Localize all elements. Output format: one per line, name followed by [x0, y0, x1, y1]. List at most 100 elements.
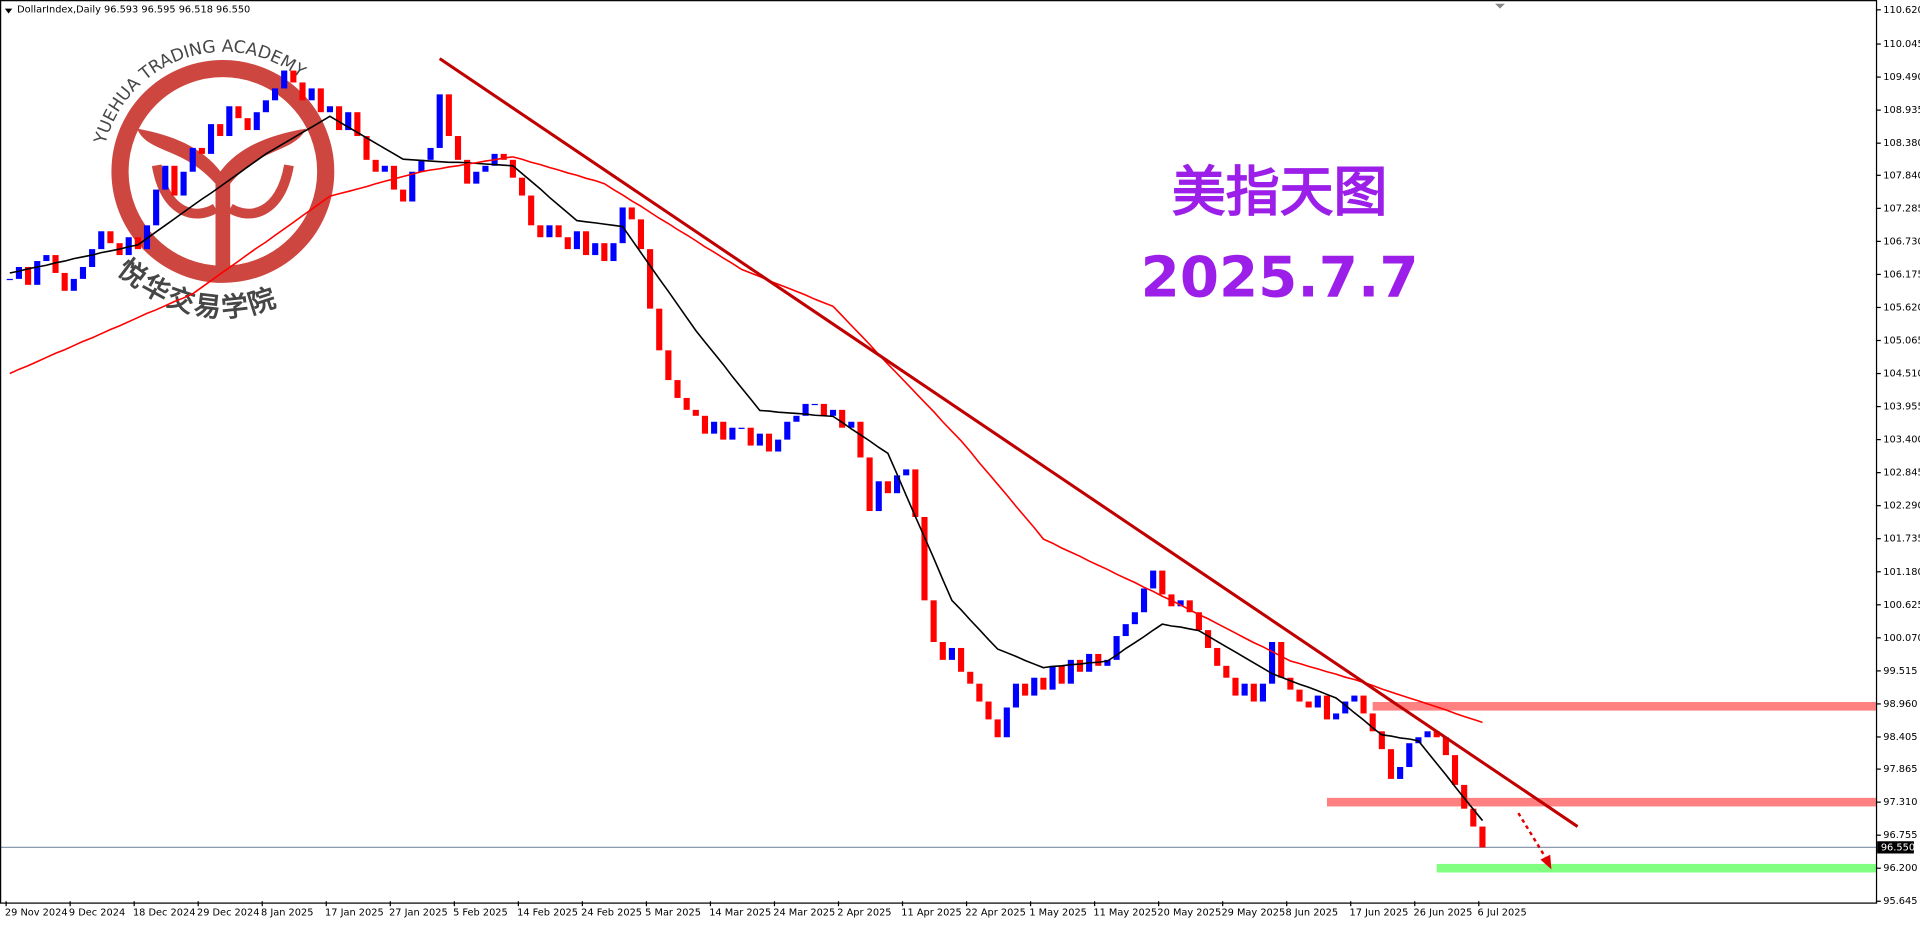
x-tick-label: 18 Dec 2024 — [133, 907, 196, 918]
candle — [345, 112, 352, 131]
candle — [1131, 612, 1138, 625]
candle — [409, 171, 416, 202]
x-tick-label: 24 Mar 2025 — [773, 907, 835, 918]
candle — [262, 100, 269, 113]
candle — [207, 124, 215, 154]
y-tick-label: 102.845 — [1883, 468, 1920, 479]
y-tick-label: 110.620 — [1883, 5, 1920, 16]
candle — [1387, 749, 1395, 779]
x-tick-label: 14 Mar 2025 — [709, 907, 771, 918]
candle — [601, 243, 608, 262]
x-tick-label: 6 Jul 2025 — [1478, 907, 1527, 918]
x-tick-label: 8 Jan 2025 — [261, 907, 313, 918]
candle — [656, 308, 663, 351]
candle — [98, 231, 105, 250]
y-tick-label: 108.380 — [1883, 138, 1920, 149]
candle — [1369, 713, 1376, 732]
quote-low: 96.518 — [179, 4, 213, 15]
candle — [802, 403, 809, 416]
candle — [354, 112, 361, 137]
candle — [1177, 600, 1184, 607]
y-tick-label: 110.045 — [1883, 39, 1920, 50]
candle — [893, 475, 901, 494]
candle — [1269, 642, 1276, 684]
candle — [1470, 808, 1477, 827]
candle — [25, 266, 32, 285]
candle — [198, 147, 205, 154]
candle — [400, 189, 407, 202]
candle — [89, 249, 96, 267]
candle — [1186, 600, 1193, 613]
candle — [930, 600, 937, 643]
candle — [564, 237, 571, 250]
candle — [610, 243, 617, 262]
candle — [948, 647, 955, 660]
y-tick-label: 106.175 — [1883, 269, 1920, 280]
y-tick-label: 103.400 — [1883, 435, 1920, 446]
candle — [866, 457, 873, 512]
candle — [582, 231, 590, 256]
candle — [1323, 695, 1331, 720]
candle — [1314, 695, 1321, 708]
candle — [1040, 677, 1047, 690]
candle — [1049, 665, 1056, 690]
zone — [1436, 863, 1876, 873]
candle — [235, 106, 242, 119]
candle — [15, 266, 23, 279]
candle — [518, 177, 526, 196]
candle — [134, 237, 141, 250]
y-tick-label: 98.405 — [1883, 732, 1917, 743]
chart-subtitle: 2025.7.7 — [1141, 245, 1419, 310]
candle — [765, 433, 773, 452]
candle — [52, 255, 59, 273]
trendline — [438, 57, 1579, 828]
zone — [1326, 797, 1876, 807]
candle — [573, 231, 580, 250]
candle — [70, 278, 77, 291]
candle — [1259, 683, 1266, 702]
candle — [939, 642, 946, 660]
candle — [1214, 647, 1221, 666]
candle — [528, 195, 535, 226]
logo-leaves — [151, 164, 294, 219]
candle — [1058, 665, 1065, 684]
candle — [829, 409, 837, 416]
candle — [281, 70, 288, 89]
x-tick-label: 29 Dec 2024 — [197, 907, 260, 918]
candle — [436, 94, 443, 148]
candle — [711, 421, 718, 434]
header-icon — [4, 8, 13, 14]
last-price-label: 96.550 — [1881, 842, 1915, 853]
candle — [1150, 570, 1157, 589]
candle — [1223, 665, 1230, 678]
candle — [619, 207, 626, 244]
x-tick-label: 27 Jan 2025 — [389, 907, 448, 918]
candle — [336, 106, 343, 131]
candle — [500, 153, 507, 160]
candle — [317, 88, 324, 113]
y-tick-label: 105.620 — [1883, 302, 1920, 313]
candle — [683, 397, 690, 410]
candle — [884, 481, 891, 494]
candle — [1159, 570, 1166, 595]
candle — [1397, 767, 1404, 779]
candle — [811, 403, 818, 406]
y-tick-label: 96.200 — [1883, 863, 1917, 874]
candle — [1296, 689, 1303, 702]
x-tick-label: 11 Apr 2025 — [901, 907, 961, 918]
candle — [1104, 659, 1111, 666]
candle — [171, 165, 178, 196]
candle — [665, 350, 672, 381]
x-tick-label: 17 Jun 2025 — [1349, 907, 1408, 918]
candle — [464, 159, 471, 184]
ma-line — [9, 115, 1484, 822]
candle — [729, 427, 736, 440]
y-tick-label: 109.490 — [1883, 72, 1920, 83]
candle — [253, 112, 260, 131]
candle — [107, 231, 114, 244]
candle — [427, 147, 434, 160]
y-tick-label: 96.755 — [1883, 830, 1917, 841]
candle — [1479, 826, 1486, 848]
